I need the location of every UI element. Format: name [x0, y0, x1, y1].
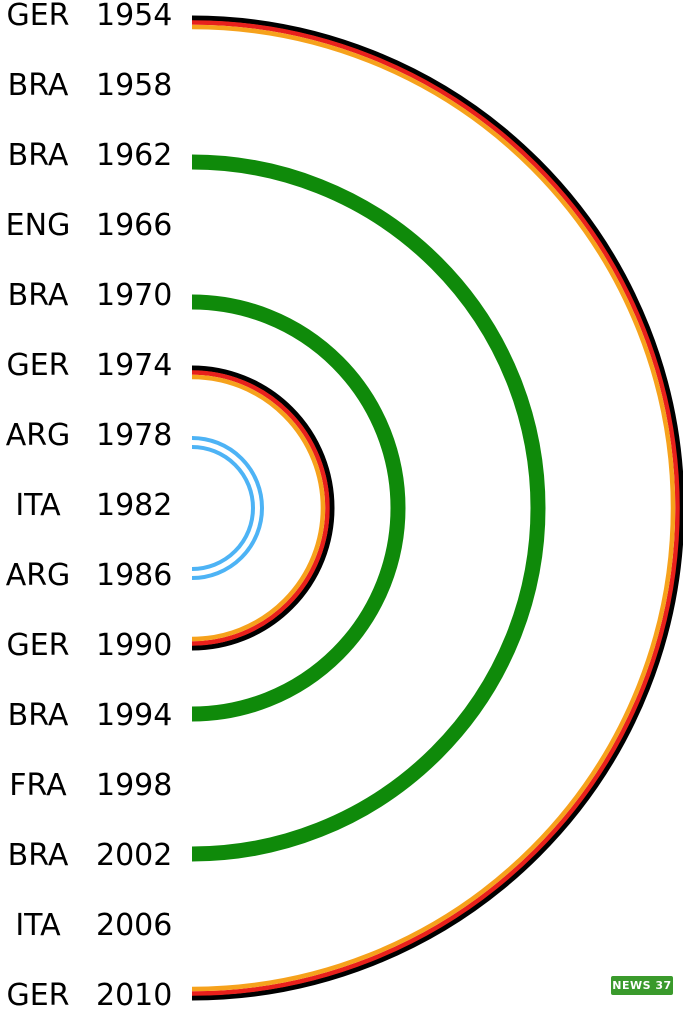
- arc-bra-1962-2002: [191, 154, 546, 862]
- year-label: 1966: [96, 208, 173, 243]
- arc-band: [191, 15, 683, 1001]
- news-logo: NEWS 37: [611, 976, 673, 995]
- country-code: GER: [6, 0, 70, 33]
- arc-band: [191, 370, 330, 646]
- winner-row: GER 1990: [0, 626, 173, 666]
- arc-band: [191, 436, 264, 580]
- winner-row: BRA 1962: [0, 136, 173, 176]
- winner-row: ITA 2006: [0, 906, 173, 946]
- country-code: ARG: [5, 558, 71, 593]
- winner-row: GER 1974: [0, 346, 173, 386]
- country-code: GER: [6, 348, 70, 383]
- year-label: 1958: [96, 68, 173, 103]
- winner-row: ITA 1982: [0, 486, 173, 526]
- arc-arg-1978-1986: [191, 436, 264, 580]
- country-code: ITA: [15, 488, 61, 523]
- year-label: 1982: [96, 488, 173, 523]
- year-label: 1974: [96, 348, 173, 383]
- arc-ger-1974-1990: [191, 365, 335, 651]
- country-code: ITA: [15, 908, 61, 943]
- arc-band: [191, 374, 326, 642]
- country-code: BRA: [7, 68, 69, 103]
- year-label: 2002: [96, 838, 173, 873]
- country-code: FRA: [9, 768, 67, 803]
- country-code: BRA: [7, 138, 69, 173]
- winner-row: BRA 1958: [0, 66, 173, 106]
- country-code: BRA: [7, 278, 69, 313]
- arc-ger-1954-2010: [191, 15, 683, 1001]
- year-label: 1962: [96, 138, 173, 173]
- country-code: GER: [6, 628, 70, 663]
- winner-row: BRA 1994: [0, 696, 173, 736]
- winner-row: GER 1954: [0, 0, 173, 36]
- arc-band: [191, 20, 680, 996]
- country-code: BRA: [7, 838, 69, 873]
- arc-band: [191, 294, 406, 722]
- year-label: 1986: [96, 558, 173, 593]
- winner-row: ARG 1978: [0, 416, 173, 456]
- country-code: ENG: [5, 208, 71, 243]
- winner-row: FRA 1998: [0, 766, 173, 806]
- winner-row: ARG 1986: [0, 556, 173, 596]
- year-label: 1990: [96, 628, 173, 663]
- winner-row: ENG 1966: [0, 206, 173, 246]
- country-code: ARG: [5, 418, 71, 453]
- arc-band: [191, 24, 676, 992]
- winner-row: BRA 1970: [0, 276, 173, 316]
- year-label: 1954: [96, 0, 173, 33]
- arc-band: [191, 445, 255, 571]
- country-code: BRA: [7, 698, 69, 733]
- arc-bra-1970-1994: [191, 294, 406, 722]
- year-label: 2006: [96, 908, 173, 943]
- year-label: 1998: [96, 768, 173, 803]
- arc-band: [191, 365, 335, 651]
- winner-row: BRA 2002: [0, 836, 173, 876]
- arc-band: [191, 154, 546, 862]
- year-label: 1970: [96, 278, 173, 313]
- year-label: 1994: [96, 698, 173, 733]
- year-label: 1978: [96, 418, 173, 453]
